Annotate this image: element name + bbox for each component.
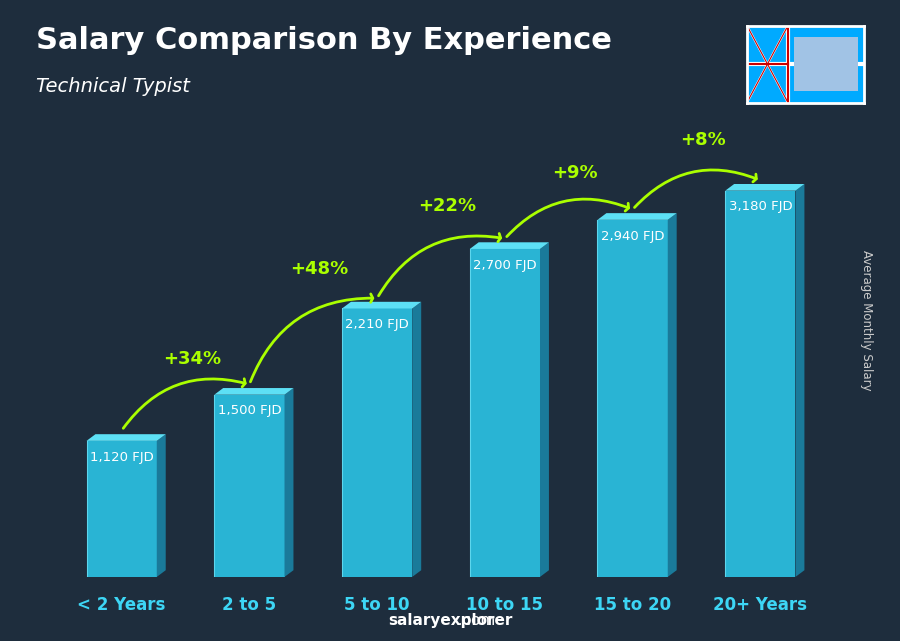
Polygon shape (157, 434, 166, 577)
Text: Average Monthly Salary: Average Monthly Salary (860, 250, 873, 391)
Polygon shape (668, 213, 677, 577)
Polygon shape (214, 395, 284, 577)
Text: +9%: +9% (553, 164, 598, 182)
Text: +48%: +48% (291, 260, 349, 278)
Polygon shape (342, 308, 412, 577)
Text: salaryexplorer: salaryexplorer (388, 613, 512, 628)
Polygon shape (796, 184, 805, 577)
Text: .com: .com (404, 613, 496, 628)
Text: 2,210 FJD: 2,210 FJD (346, 318, 409, 331)
Polygon shape (725, 190, 796, 577)
Polygon shape (86, 441, 157, 577)
Text: Technical Typist: Technical Typist (36, 77, 190, 96)
Polygon shape (412, 302, 421, 577)
Polygon shape (725, 184, 805, 190)
Text: Salary Comparison By Experience: Salary Comparison By Experience (36, 26, 612, 54)
Bar (794, 37, 859, 91)
Polygon shape (214, 388, 293, 395)
Text: 1,500 FJD: 1,500 FJD (218, 404, 281, 417)
Text: 1,120 FJD: 1,120 FJD (90, 451, 154, 463)
Polygon shape (284, 388, 293, 577)
Polygon shape (86, 434, 166, 441)
Text: +22%: +22% (418, 197, 476, 215)
Text: 2,940 FJD: 2,940 FJD (601, 229, 664, 242)
Bar (794, 37, 859, 91)
Text: +8%: +8% (680, 131, 725, 149)
Polygon shape (598, 213, 677, 220)
Polygon shape (598, 220, 668, 577)
Text: 2,700 FJD: 2,700 FJD (473, 259, 536, 272)
Polygon shape (342, 302, 421, 308)
Polygon shape (540, 242, 549, 577)
Polygon shape (470, 242, 549, 249)
Text: 3,180 FJD: 3,180 FJD (728, 201, 792, 213)
Polygon shape (470, 249, 540, 577)
Text: +34%: +34% (163, 350, 221, 368)
